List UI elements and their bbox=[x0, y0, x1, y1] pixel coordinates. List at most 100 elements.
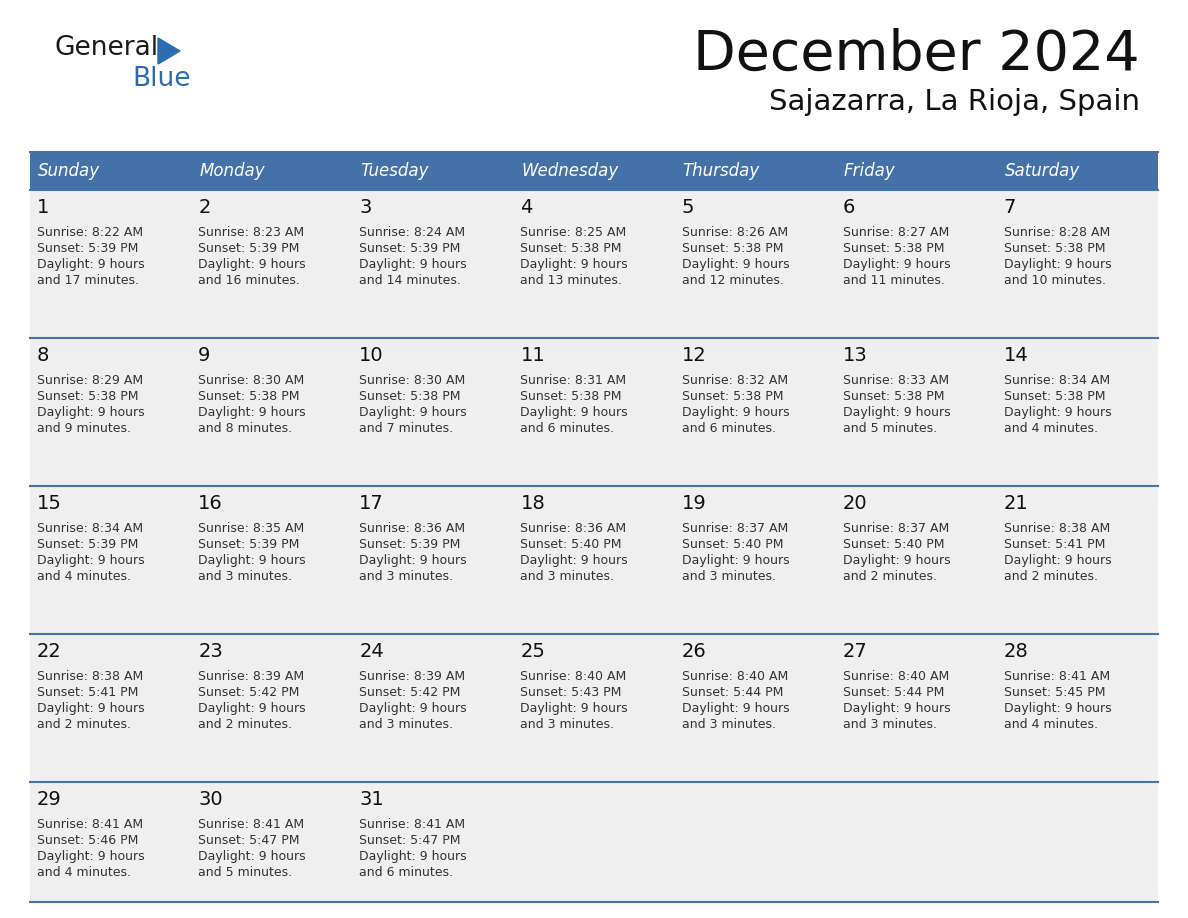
Text: and 16 minutes.: and 16 minutes. bbox=[198, 274, 301, 287]
Text: and 3 minutes.: and 3 minutes. bbox=[359, 718, 454, 731]
Text: Sunset: 5:38 PM: Sunset: 5:38 PM bbox=[520, 242, 623, 255]
Text: and 8 minutes.: and 8 minutes. bbox=[198, 422, 292, 435]
Text: Sunrise: 8:37 AM: Sunrise: 8:37 AM bbox=[682, 522, 788, 535]
Bar bbox=[353, 782, 513, 902]
Text: Sunset: 5:44 PM: Sunset: 5:44 PM bbox=[842, 686, 944, 699]
Text: and 4 minutes.: and 4 minutes. bbox=[37, 570, 131, 583]
Text: 29: 29 bbox=[37, 790, 62, 809]
Text: Sunrise: 8:34 AM: Sunrise: 8:34 AM bbox=[37, 522, 143, 535]
Text: Sunset: 5:47 PM: Sunset: 5:47 PM bbox=[198, 834, 299, 847]
Bar bbox=[835, 486, 997, 634]
Bar bbox=[997, 190, 1158, 338]
Text: Sunset: 5:38 PM: Sunset: 5:38 PM bbox=[842, 390, 944, 403]
Text: 9: 9 bbox=[198, 346, 210, 365]
Bar bbox=[997, 152, 1158, 190]
Text: and 4 minutes.: and 4 minutes. bbox=[1004, 718, 1098, 731]
Bar bbox=[997, 634, 1158, 782]
Text: 8: 8 bbox=[37, 346, 50, 365]
Text: Sunset: 5:38 PM: Sunset: 5:38 PM bbox=[682, 390, 783, 403]
Text: Sunset: 5:38 PM: Sunset: 5:38 PM bbox=[520, 390, 623, 403]
Text: Sunset: 5:39 PM: Sunset: 5:39 PM bbox=[198, 242, 299, 255]
Text: 21: 21 bbox=[1004, 494, 1029, 513]
Text: Daylight: 9 hours: Daylight: 9 hours bbox=[37, 406, 145, 419]
Text: Daylight: 9 hours: Daylight: 9 hours bbox=[359, 258, 467, 271]
Bar bbox=[675, 190, 835, 338]
Text: and 12 minutes.: and 12 minutes. bbox=[682, 274, 783, 287]
Text: and 2 minutes.: and 2 minutes. bbox=[37, 718, 131, 731]
Text: Sunrise: 8:24 AM: Sunrise: 8:24 AM bbox=[359, 226, 466, 239]
Text: Sunset: 5:38 PM: Sunset: 5:38 PM bbox=[1004, 390, 1105, 403]
Text: Sunrise: 8:28 AM: Sunrise: 8:28 AM bbox=[1004, 226, 1110, 239]
Text: Sunset: 5:42 PM: Sunset: 5:42 PM bbox=[359, 686, 461, 699]
Text: 24: 24 bbox=[359, 642, 384, 661]
Bar bbox=[30, 782, 191, 902]
Bar bbox=[30, 338, 191, 486]
Text: and 2 minutes.: and 2 minutes. bbox=[1004, 570, 1098, 583]
Text: Blue: Blue bbox=[132, 66, 190, 92]
Bar bbox=[353, 152, 513, 190]
Text: Daylight: 9 hours: Daylight: 9 hours bbox=[520, 406, 628, 419]
Text: and 7 minutes.: and 7 minutes. bbox=[359, 422, 454, 435]
Text: and 3 minutes.: and 3 minutes. bbox=[198, 570, 292, 583]
Text: 2: 2 bbox=[198, 198, 210, 217]
Text: Daylight: 9 hours: Daylight: 9 hours bbox=[37, 258, 145, 271]
Bar bbox=[675, 634, 835, 782]
Text: Sunrise: 8:40 AM: Sunrise: 8:40 AM bbox=[682, 670, 788, 683]
Text: Sunset: 5:38 PM: Sunset: 5:38 PM bbox=[359, 390, 461, 403]
Bar bbox=[353, 634, 513, 782]
Text: and 13 minutes.: and 13 minutes. bbox=[520, 274, 623, 287]
Text: Daylight: 9 hours: Daylight: 9 hours bbox=[682, 406, 789, 419]
Text: Sunset: 5:44 PM: Sunset: 5:44 PM bbox=[682, 686, 783, 699]
Text: 31: 31 bbox=[359, 790, 384, 809]
Bar bbox=[997, 782, 1158, 902]
Text: 22: 22 bbox=[37, 642, 62, 661]
Text: Daylight: 9 hours: Daylight: 9 hours bbox=[359, 850, 467, 863]
Text: Daylight: 9 hours: Daylight: 9 hours bbox=[842, 406, 950, 419]
Text: and 3 minutes.: and 3 minutes. bbox=[520, 570, 614, 583]
Bar bbox=[997, 338, 1158, 486]
Text: and 2 minutes.: and 2 minutes. bbox=[842, 570, 936, 583]
Text: Sunrise: 8:41 AM: Sunrise: 8:41 AM bbox=[359, 818, 466, 831]
Text: and 10 minutes.: and 10 minutes. bbox=[1004, 274, 1106, 287]
Text: Sunrise: 8:29 AM: Sunrise: 8:29 AM bbox=[37, 374, 143, 387]
Text: and 2 minutes.: and 2 minutes. bbox=[198, 718, 292, 731]
Text: Monday: Monday bbox=[200, 162, 265, 180]
Text: Daylight: 9 hours: Daylight: 9 hours bbox=[682, 702, 789, 715]
Text: 10: 10 bbox=[359, 346, 384, 365]
Text: Daylight: 9 hours: Daylight: 9 hours bbox=[359, 554, 467, 567]
Text: Sunset: 5:40 PM: Sunset: 5:40 PM bbox=[682, 538, 783, 551]
Text: Sunset: 5:41 PM: Sunset: 5:41 PM bbox=[1004, 538, 1105, 551]
Text: 25: 25 bbox=[520, 642, 545, 661]
Bar bbox=[513, 486, 675, 634]
Text: Sunset: 5:38 PM: Sunset: 5:38 PM bbox=[198, 390, 299, 403]
Bar bbox=[191, 486, 353, 634]
Bar bbox=[835, 338, 997, 486]
Text: Sunrise: 8:25 AM: Sunrise: 8:25 AM bbox=[520, 226, 627, 239]
Text: Sajazarra, La Rioja, Spain: Sajazarra, La Rioja, Spain bbox=[769, 88, 1140, 116]
Text: and 5 minutes.: and 5 minutes. bbox=[198, 866, 292, 879]
Text: Tuesday: Tuesday bbox=[360, 162, 429, 180]
Text: Daylight: 9 hours: Daylight: 9 hours bbox=[1004, 258, 1112, 271]
Text: 3: 3 bbox=[359, 198, 372, 217]
Bar bbox=[675, 152, 835, 190]
Text: Daylight: 9 hours: Daylight: 9 hours bbox=[37, 702, 145, 715]
Text: Sunset: 5:39 PM: Sunset: 5:39 PM bbox=[37, 538, 138, 551]
Text: Friday: Friday bbox=[843, 162, 896, 180]
Text: Sunrise: 8:33 AM: Sunrise: 8:33 AM bbox=[842, 374, 949, 387]
Text: Sunrise: 8:41 AM: Sunrise: 8:41 AM bbox=[37, 818, 143, 831]
Text: Sunrise: 8:35 AM: Sunrise: 8:35 AM bbox=[198, 522, 304, 535]
Bar bbox=[835, 634, 997, 782]
Text: Daylight: 9 hours: Daylight: 9 hours bbox=[682, 258, 789, 271]
Text: and 3 minutes.: and 3 minutes. bbox=[682, 570, 776, 583]
Bar bbox=[513, 190, 675, 338]
Text: and 3 minutes.: and 3 minutes. bbox=[682, 718, 776, 731]
Text: 19: 19 bbox=[682, 494, 707, 513]
Text: 28: 28 bbox=[1004, 642, 1029, 661]
Bar bbox=[675, 782, 835, 902]
Bar bbox=[30, 486, 191, 634]
Text: Sunset: 5:39 PM: Sunset: 5:39 PM bbox=[359, 538, 461, 551]
Bar bbox=[513, 338, 675, 486]
Text: Sunset: 5:45 PM: Sunset: 5:45 PM bbox=[1004, 686, 1105, 699]
Text: Daylight: 9 hours: Daylight: 9 hours bbox=[520, 702, 628, 715]
Text: Daylight: 9 hours: Daylight: 9 hours bbox=[198, 554, 305, 567]
